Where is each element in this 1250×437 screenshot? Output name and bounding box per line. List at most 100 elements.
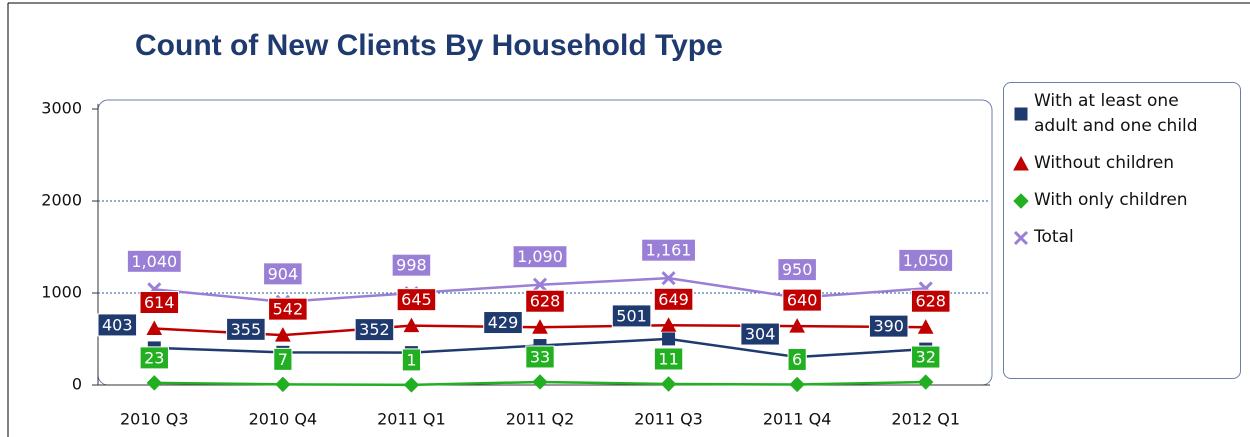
- data-label: 1,040: [131, 252, 177, 271]
- data-label: 23: [144, 348, 164, 367]
- y-tick-label: 3000: [41, 99, 82, 118]
- data-label-box: [525, 289, 565, 313]
- y-tick-label: 1000: [41, 283, 82, 302]
- marker: [1013, 155, 1029, 170]
- data-label-box: [525, 345, 555, 369]
- data-label: 33: [530, 347, 550, 366]
- data-label: 403: [102, 315, 133, 334]
- marker: [532, 277, 548, 292]
- data-label-box: [653, 287, 694, 311]
- data-label-box: [740, 322, 780, 346]
- data-label: 640: [787, 291, 818, 310]
- legend-label: Without children: [1034, 153, 1175, 173]
- data-label: 628: [530, 292, 561, 311]
- data-label-box: [263, 262, 303, 286]
- data-label: 429: [488, 313, 519, 332]
- data-label: 352: [359, 320, 390, 339]
- marker: [146, 320, 163, 336]
- data-label-box: [273, 347, 293, 371]
- data-label-box: [354, 318, 395, 342]
- data-label-box: [898, 248, 954, 272]
- data-label: 542: [273, 300, 304, 319]
- x-tick-label: 2010 Q3: [120, 410, 189, 429]
- legend-item: Total: [1010, 225, 1234, 250]
- data-label: 645: [401, 290, 432, 309]
- data-label: 998: [396, 256, 427, 275]
- marker: [661, 271, 676, 286]
- data-label-box: [910, 289, 951, 313]
- legend-icon: [1013, 155, 1029, 170]
- data-label-box: [139, 291, 180, 315]
- data-label: 628: [915, 292, 946, 311]
- data-label-box: [97, 313, 138, 337]
- legend-icon: [1014, 107, 1028, 121]
- marker: [660, 376, 677, 392]
- data-label-box: [653, 347, 684, 371]
- data-label: 904: [268, 264, 299, 283]
- legend-label: With at least one adult and one child: [1034, 91, 1198, 136]
- data-label-box: [777, 258, 817, 282]
- legend: With at least one adult and one child Wit…: [1003, 82, 1241, 379]
- data-label-box: [512, 245, 568, 269]
- data-label-box: [139, 346, 169, 370]
- data-label: 304: [745, 325, 776, 344]
- data-label: 1: [406, 350, 416, 369]
- data-label-box: [126, 249, 182, 273]
- marker: [662, 332, 676, 346]
- data-label-box: [787, 347, 807, 371]
- marker: [1013, 230, 1029, 245]
- x-tick-label: 2011 Q4: [763, 410, 832, 429]
- data-label: 355: [231, 320, 262, 339]
- data-label: 7: [278, 350, 288, 369]
- data-label: 32: [916, 348, 936, 367]
- data-label: 1,161: [646, 241, 692, 260]
- data-label-box: [391, 253, 432, 277]
- data-label-box: [483, 311, 523, 335]
- marker: [789, 318, 805, 333]
- data-label-box: [396, 288, 437, 312]
- data-label-box: [641, 238, 696, 262]
- y-tick-label: 0: [72, 375, 82, 394]
- legend-item: With only children: [1010, 188, 1234, 213]
- marker: [1013, 192, 1029, 209]
- marker: [1014, 107, 1028, 121]
- data-label-box: [868, 314, 909, 338]
- data-label: 501: [616, 306, 647, 325]
- legend-label: Total: [1034, 227, 1074, 247]
- data-label: 1,050: [903, 251, 949, 270]
- x-tick-label: 2012 Q1: [891, 410, 960, 429]
- marker: [660, 317, 677, 332]
- legend-label: With only children: [1034, 190, 1188, 210]
- data-label-box: [268, 297, 308, 321]
- data-label: 390: [873, 317, 904, 336]
- data-label: 1,090: [517, 247, 563, 266]
- x-tick-label: 2011 Q2: [506, 410, 575, 429]
- marker: [275, 376, 291, 393]
- data-label: 6: [792, 350, 802, 369]
- marker: [532, 374, 548, 390]
- chart-title: Count of New Clients By Household Type: [135, 29, 723, 62]
- data-label: 649: [658, 290, 689, 309]
- marker: [789, 376, 805, 393]
- data-label-box: [401, 348, 422, 372]
- data-label: 11: [658, 349, 678, 368]
- marker: [532, 319, 548, 334]
- data-label-box: [782, 288, 822, 312]
- data-label: 950: [782, 260, 813, 279]
- legend-item: Without children: [1010, 151, 1234, 176]
- data-label-box: [611, 304, 652, 328]
- marker: [917, 319, 934, 334]
- legend-icon: [1013, 192, 1029, 209]
- data-label-box: [226, 317, 266, 341]
- x-tick-label: 2011 Q1: [377, 410, 446, 429]
- y-tick-label: 2000: [41, 191, 82, 210]
- data-label-box: [911, 345, 941, 369]
- marker: [403, 377, 420, 393]
- marker: [403, 317, 420, 333]
- marker: [275, 327, 291, 342]
- x-tick-label: 2010 Q4: [249, 410, 318, 429]
- x-tick-label: 2011 Q3: [634, 410, 703, 429]
- data-label: 614: [144, 293, 175, 312]
